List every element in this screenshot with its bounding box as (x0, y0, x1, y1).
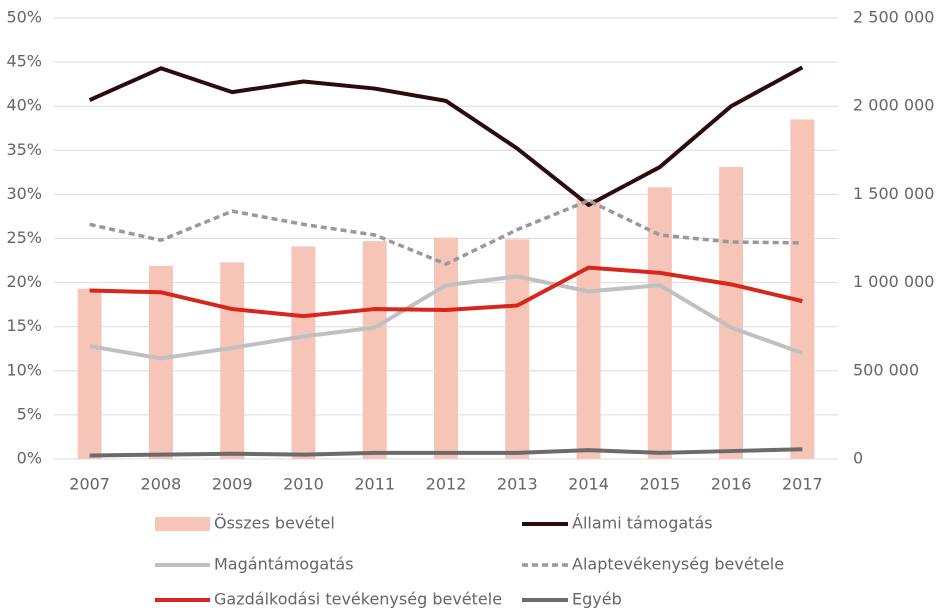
y-tick-label: 15% (6, 316, 42, 335)
y2-tick-label: 500 000 (853, 360, 919, 379)
y-tick-label: 25% (6, 228, 42, 247)
line-series (89, 198, 803, 266)
x-tick-label: 2007 (69, 475, 110, 494)
bar (362, 241, 387, 459)
y2-tick-label: 1 500 000 (853, 184, 934, 203)
bar (148, 265, 173, 459)
line-series (89, 274, 804, 361)
y-tick-label: 40% (6, 96, 42, 115)
bar (576, 198, 601, 459)
bar (434, 237, 458, 459)
y2-tick-label: 0 (853, 449, 863, 468)
y-tick-label: 35% (6, 140, 42, 159)
y2-tick-label: 2 500 000 (853, 8, 934, 27)
x-tick-label: 2017 (782, 475, 823, 494)
y-tick-label: 10% (6, 360, 42, 379)
y-tick-label: 5% (17, 404, 42, 423)
bar (291, 246, 316, 459)
bar (719, 167, 744, 460)
legend-label: Alaptevékenység bevétele (572, 555, 784, 574)
bar (647, 187, 672, 459)
x-tick-label: 2012 (426, 475, 467, 494)
legend-label: Állami támogatás (572, 514, 713, 533)
line-series (89, 265, 803, 319)
x-tick-label: 2016 (711, 475, 752, 494)
x-tick-label: 2015 (639, 475, 680, 494)
legend-swatch (155, 517, 210, 531)
legend-label: Gazdálkodási tevékenység bevétele (214, 590, 502, 609)
legend-label: Egyéb (572, 590, 622, 609)
x-tick-label: 2013 (497, 475, 538, 494)
bar (505, 239, 530, 459)
y-tick-label: 0% (17, 449, 42, 468)
y-tick-label: 45% (6, 52, 42, 71)
x-tick-label: 2011 (354, 475, 395, 494)
line-series (88, 65, 804, 207)
legend-label: Magántámogatás (214, 555, 354, 574)
legend-label: Összes bevétel (214, 514, 335, 533)
line-series (89, 447, 803, 458)
bar (220, 262, 245, 459)
bar (77, 288, 102, 459)
x-tick-label: 2014 (568, 475, 609, 494)
y-tick-label: 20% (6, 272, 42, 291)
x-tick-label: 2009 (212, 475, 253, 494)
y-tick-label: 50% (6, 8, 42, 27)
bar (790, 119, 815, 460)
y2-tick-label: 1 000 000 (853, 272, 934, 291)
y2-tick-label: 2 000 000 (853, 96, 934, 115)
x-tick-label: 2010 (283, 475, 324, 494)
y-tick-label: 30% (6, 184, 42, 203)
x-tick-label: 2008 (141, 475, 182, 494)
